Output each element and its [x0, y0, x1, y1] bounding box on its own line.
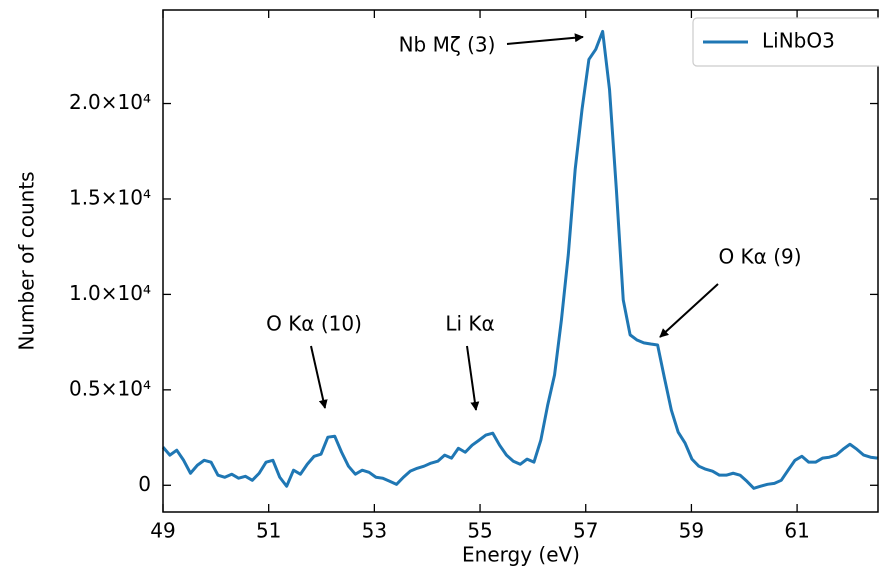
annotation: Li Kα — [445, 312, 494, 336]
y-tick-label: 0 — [138, 472, 151, 496]
data-line — [161, 29, 878, 490]
plot-frame — [162, 9, 879, 513]
x-tick-label: 51 — [256, 519, 281, 543]
annotation: Nb Mζ (3) — [399, 33, 496, 57]
annotation: O Kα (10) — [266, 312, 362, 336]
x-axis-label: Energy (eV) — [462, 543, 580, 567]
legend-box — [692, 17, 879, 67]
y-tick-label: 1.5×10⁴ — [69, 185, 151, 209]
y-tick-label: 0.5×10⁴ — [69, 376, 151, 400]
y-tick-label: 1.0×10⁴ — [69, 281, 151, 305]
y-tick-label: 2.0×10⁴ — [69, 90, 151, 114]
x-tick-label: 57 — [573, 519, 598, 543]
x-tick-label: 59 — [679, 519, 704, 543]
annotation-arrow — [310, 345, 328, 409]
annotation-arrow — [506, 33, 584, 45]
annotation: O Kα (9) — [718, 245, 801, 269]
x-tick-label: 49 — [150, 519, 175, 543]
legend-label: LiNbO3 — [762, 29, 835, 53]
annotation-arrow — [466, 345, 480, 411]
y-axis-label: Number of counts — [15, 171, 39, 350]
annotation-arrow — [659, 283, 719, 338]
x-tick-label: 61 — [784, 519, 809, 543]
x-tick-label: 53 — [362, 519, 387, 543]
x-tick-label: 55 — [467, 519, 492, 543]
